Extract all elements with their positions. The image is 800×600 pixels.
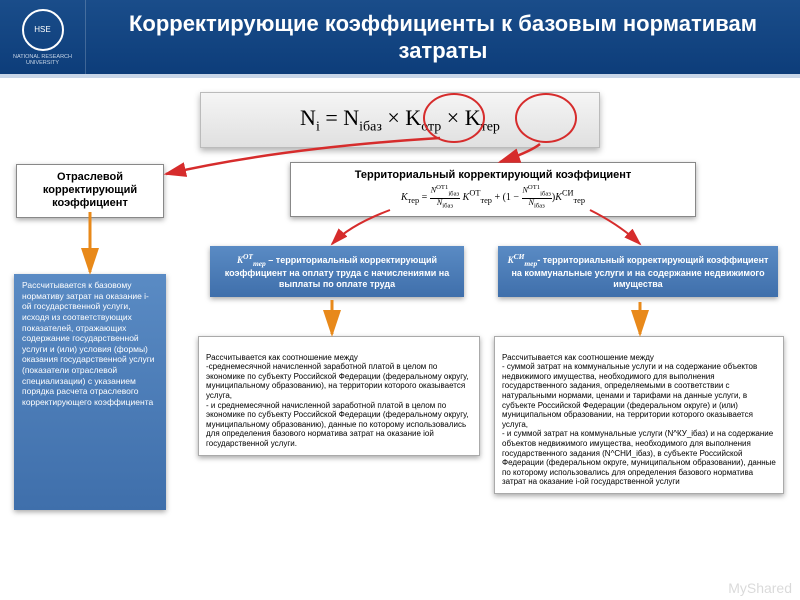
watermark: MyShared [728, 580, 792, 596]
logo-text: HSE [34, 26, 50, 34]
circle-k-otr [423, 93, 485, 143]
logo-box: HSE NATIONAL RESEARCH UNIVERSITY [0, 0, 86, 74]
k-si-box: KСИтер- территориальный корректирующий к… [498, 246, 778, 297]
k-si-symbol: KСИтер [508, 255, 538, 265]
main-formula-box: Ni = Niбаз × Kотр × Kтер [200, 92, 600, 148]
sector-coef-label: Отраслевой корректирующий коэффициент [43, 171, 137, 209]
territorial-coef-title: Территориальный корректирующий коэффицие… [297, 169, 689, 182]
k-ot-symbol: KОТтер [237, 255, 266, 265]
hse-logo: HSE [22, 9, 64, 51]
sector-desc-text: Рассчитывается к базовому нормативу затр… [22, 280, 155, 407]
k-si-description: Рассчитывается как соотношение между - с… [494, 336, 784, 494]
territorial-subformula: Kтер = NОТ1iбазNiбаз KОТтер + (1 − NОТ1i… [297, 185, 689, 210]
k-ot-box: KОТтер – территориальный корректирующий … [210, 246, 464, 297]
header-bar: HSE NATIONAL RESEARCH UNIVERSITY Коррект… [0, 0, 800, 78]
k-si-desc-text: Рассчитывается как соотношение между - с… [502, 353, 776, 487]
k-si-text: - территориальный корректирующий коэффиц… [511, 255, 768, 289]
k-ot-desc-text: Рассчитывается как соотношение между -ср… [206, 353, 469, 448]
circle-k-ter [515, 93, 577, 143]
k-ot-description: Рассчитывается как соотношение между -ср… [198, 336, 480, 456]
sector-coef-box: Отраслевой корректирующий коэффициент [16, 164, 164, 218]
sector-description: Рассчитывается к базовому нормативу затр… [14, 274, 166, 510]
logo-subtitle: NATIONAL RESEARCH UNIVERSITY [0, 54, 85, 66]
page-title: Корректирующие коэффициенты к базовым но… [86, 10, 800, 65]
territorial-coef-box: Территориальный корректирующий коэффицие… [290, 162, 696, 217]
